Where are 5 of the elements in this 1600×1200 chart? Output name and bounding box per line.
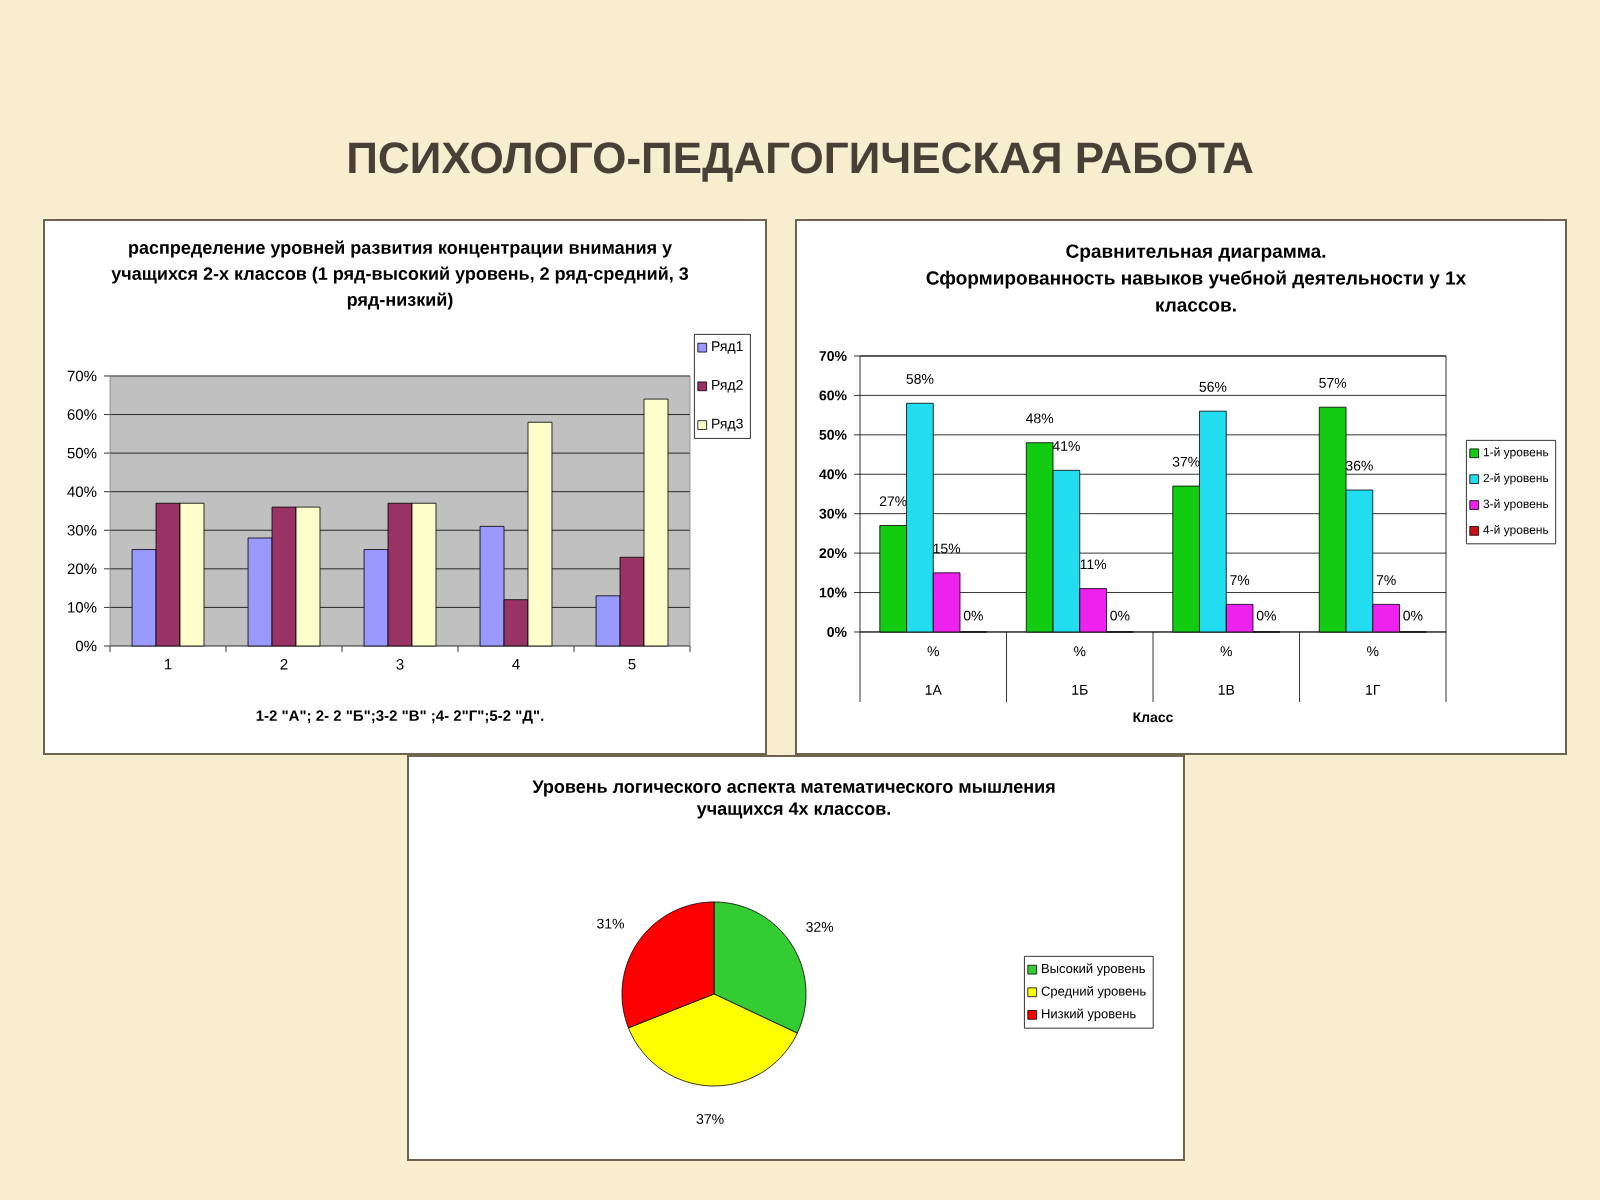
chart-title: Сравнительная диаграмма. <box>1066 244 1326 262</box>
text: ПСИХОЛОГО-ПЕДАГОГИЧЕСКАЯ РАБОТА <box>349 142 1253 182</box>
chart-subtitle: Сформированность навыков учебной деятельности у 1х классов. <box>926 270 1467 312</box>
chart-title: распределение уровней развития концентрации внимания у учащихся 2-х классов (1 ряд-высокий уровень, 2 ряд-средний, 3 ряд-низкий) <box>111 240 689 310</box>
chart-title: Уровень логического аспекта математического мышления учащихся 4х классов. <box>532 780 1055 819</box>
